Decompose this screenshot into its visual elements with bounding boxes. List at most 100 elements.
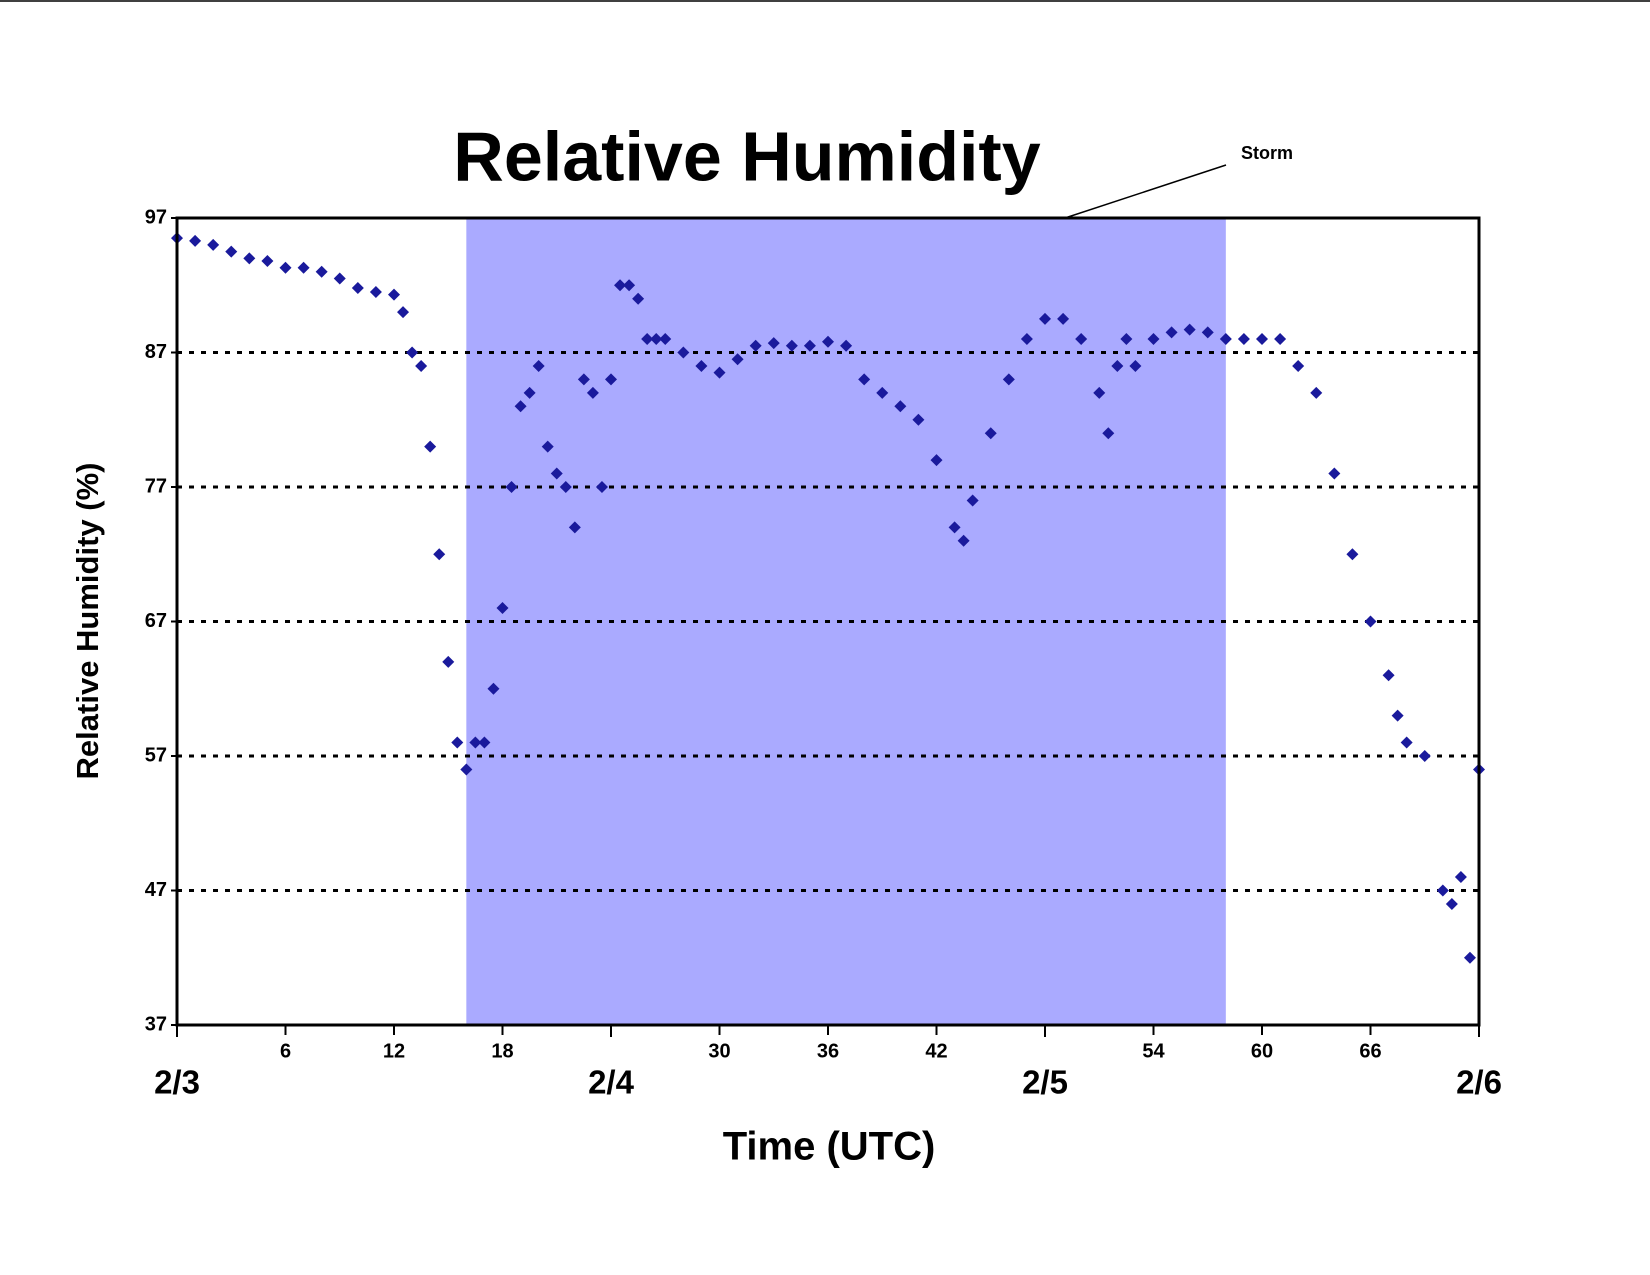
data-point xyxy=(1418,750,1431,762)
data-point xyxy=(532,359,545,372)
data-point xyxy=(1436,884,1449,897)
data-point xyxy=(541,440,554,453)
data-point xyxy=(451,736,464,749)
data-point xyxy=(1165,326,1178,339)
data-point xyxy=(1219,333,1232,346)
data-point xyxy=(297,261,310,274)
data-point xyxy=(586,386,599,399)
data-point xyxy=(1346,548,1359,561)
data-point xyxy=(1183,323,1196,336)
data-point xyxy=(912,413,925,426)
data-point xyxy=(415,359,428,372)
data-point xyxy=(225,245,238,258)
data-point xyxy=(948,521,961,534)
data-point xyxy=(803,339,816,352)
data-point xyxy=(442,655,455,668)
data-point xyxy=(822,335,834,348)
x-date-label: 2/4 xyxy=(588,1064,635,1101)
data-point xyxy=(605,373,617,386)
data-point xyxy=(1463,951,1476,964)
data-point xyxy=(876,386,889,399)
data-point xyxy=(261,255,274,268)
x-axis-label: Time (UTC) xyxy=(723,1125,936,1169)
data-point xyxy=(749,339,762,352)
y-tick-label: 87 xyxy=(145,341,167,363)
data-point xyxy=(478,736,491,749)
data-point xyxy=(1147,333,1160,346)
data-point xyxy=(1093,386,1106,399)
data-point xyxy=(984,427,997,440)
data-point xyxy=(614,279,627,292)
data-point xyxy=(1111,359,1124,372)
data-point xyxy=(1039,312,1051,325)
data-point xyxy=(767,337,780,350)
y-tick-label: 57 xyxy=(145,744,167,766)
data-point xyxy=(1102,427,1115,440)
data-point xyxy=(369,285,382,298)
data-point xyxy=(207,238,220,251)
data-point xyxy=(333,272,346,285)
data-point xyxy=(677,346,690,359)
data-point xyxy=(487,682,500,695)
data-point xyxy=(1237,333,1250,346)
data-point xyxy=(623,279,636,292)
plot-frame xyxy=(175,216,1481,1027)
data-point xyxy=(577,373,590,386)
x-tick-label: 42 xyxy=(925,1040,947,1062)
x-tick-label: 60 xyxy=(1251,1040,1273,1062)
data-point xyxy=(966,494,979,507)
data-point xyxy=(351,281,364,294)
data-point xyxy=(1002,373,1015,386)
data-point xyxy=(523,386,536,399)
data-point xyxy=(189,234,202,247)
x-tick-label: 18 xyxy=(491,1040,513,1062)
data-point xyxy=(315,265,328,278)
data-point xyxy=(595,481,608,493)
data-point xyxy=(559,481,572,493)
data-point xyxy=(957,534,970,547)
data-point xyxy=(1454,871,1467,884)
x-date-label: 2/5 xyxy=(1022,1064,1068,1101)
data-point xyxy=(731,353,744,366)
data-point xyxy=(1364,615,1377,628)
x-tick-label: 54 xyxy=(1142,1040,1165,1062)
data-point xyxy=(695,359,708,372)
data-point xyxy=(1445,897,1458,910)
data-point xyxy=(388,288,400,301)
data-point xyxy=(424,440,437,453)
data-point xyxy=(397,306,410,319)
data-point xyxy=(433,548,446,561)
x-tick-label: 12 xyxy=(383,1040,405,1062)
data-point xyxy=(1310,386,1323,399)
annotation-leader xyxy=(1064,164,1227,219)
x-tick-label: 30 xyxy=(708,1040,730,1062)
chart-title: Relative Humidity xyxy=(453,117,1040,195)
x-tick-label: 6 xyxy=(280,1040,291,1062)
data-point xyxy=(1274,333,1287,346)
x-date-label: 2/6 xyxy=(1456,1064,1502,1101)
data-point xyxy=(840,339,853,352)
data-point xyxy=(930,454,943,467)
data-point xyxy=(1382,669,1395,682)
data-point xyxy=(1120,333,1133,346)
data-point xyxy=(568,521,581,534)
data-point xyxy=(1292,359,1305,372)
y-tick-label: 47 xyxy=(145,879,167,901)
data-point xyxy=(659,333,672,346)
data-point xyxy=(406,346,419,359)
x-tick-label: 36 xyxy=(817,1040,839,1062)
y-tick-label: 97 xyxy=(145,206,167,228)
data-point xyxy=(460,763,473,776)
data-point xyxy=(1256,333,1268,346)
data-point xyxy=(1075,333,1088,346)
data-point xyxy=(641,333,654,346)
data-point xyxy=(1020,333,1033,346)
storm-span xyxy=(466,218,1226,1025)
data-point xyxy=(858,373,871,386)
data-point xyxy=(279,261,292,274)
data-point xyxy=(469,736,482,749)
data-point xyxy=(894,400,907,413)
data-point xyxy=(1057,312,1070,325)
data-point xyxy=(1400,736,1413,749)
